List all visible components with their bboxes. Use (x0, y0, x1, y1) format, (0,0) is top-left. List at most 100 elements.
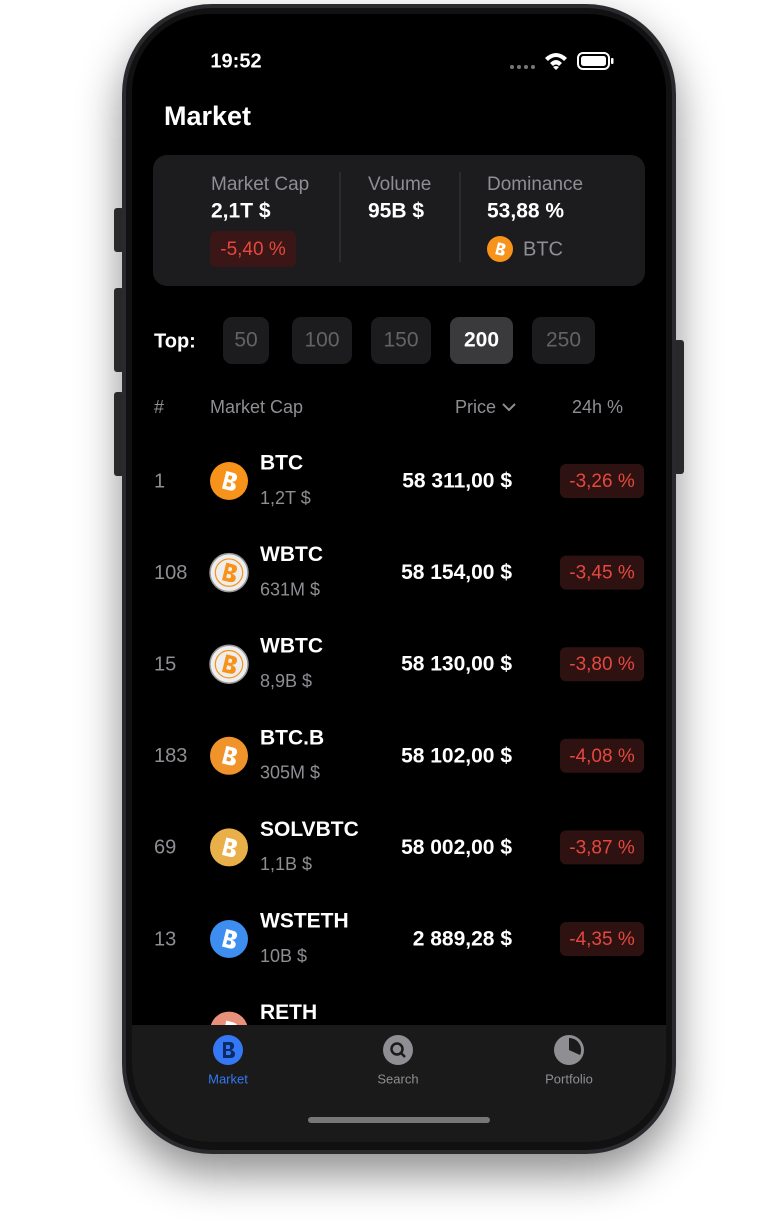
coin-change: -3,87 % (569, 837, 635, 858)
filter-option: 250 (546, 329, 581, 352)
coin-icon (210, 462, 248, 500)
rank: 69 (154, 837, 176, 859)
summary-change: -5,40 % (220, 239, 286, 260)
coin-icon (487, 236, 513, 262)
column-header: # (154, 397, 164, 417)
tab-label: Market (208, 1071, 248, 1086)
summary-value: 95B $ (368, 200, 424, 223)
coin-icon (210, 736, 248, 775)
rank: 108 (154, 562, 187, 584)
coin-market-cap: 10B $ (260, 946, 307, 966)
filter-button (450, 317, 513, 364)
coin-symbol: WSTETH (260, 910, 349, 933)
coin-symbol: RETH (260, 1001, 317, 1024)
summary-label: Volume (368, 174, 431, 195)
coin-row: 183 BTC.B 305M $ 58 102,00 $ -4,08 % (154, 726, 644, 783)
coin-market-cap: 1,2T $ (260, 488, 311, 508)
column-header: Market Cap (210, 397, 303, 417)
change-badge (560, 555, 644, 590)
coin-glyph (221, 654, 238, 674)
coin-symbol: WBTC (260, 635, 323, 658)
tab-glyph (400, 1052, 406, 1058)
tab-label: Portfolio (545, 1071, 593, 1086)
coin-symbol: BTC (523, 238, 563, 260)
coin-price: 58 311,00 $ (402, 470, 512, 493)
summary-label: Dominance (487, 174, 583, 195)
coin-change: -3,80 % (569, 654, 635, 675)
tab-glyph (390, 1042, 404, 1056)
coin-row: RETH (210, 1001, 317, 1025)
filter-option: 50 (234, 329, 257, 352)
coin-row: 108 WBTC 631M $ 58 154,00 $ -3,45 % (154, 543, 644, 599)
coin-glyph (495, 242, 506, 256)
status-icons (510, 52, 614, 70)
table-header: # Market Cap Price 24h % (154, 397, 623, 417)
coin-icon (209, 552, 249, 593)
change-badge (560, 830, 644, 865)
summary-value: 53,88 % (487, 200, 564, 223)
coin-symbol: BTC.B (260, 726, 324, 749)
coin-change: -4,08 % (569, 746, 635, 767)
filter-option: 200 (464, 329, 499, 352)
summary-card: Market Cap 2,1T $ -5,40 % Volume 95B $ D… (153, 155, 645, 286)
coin-symbol: WBTC (260, 543, 323, 566)
change-badge (560, 647, 644, 682)
summary-value: 2,1T $ (211, 200, 271, 223)
coin-market-cap: 631M $ (260, 579, 320, 599)
filter-label: Top: (154, 330, 196, 352)
coin-icon (210, 920, 248, 958)
coin-row: 13 WSTETH 10B $ 2 889,28 $ -4,35 % (154, 910, 644, 966)
change-badge (560, 738, 644, 773)
coin-change: -3,26 % (569, 471, 635, 492)
coin-row: 15 WBTC 8,9B $ 58 130,00 $ -3,80 % (154, 635, 644, 691)
coin-market-cap: 8,9B $ (260, 671, 312, 691)
coin-price: 58 102,00 $ (401, 744, 512, 767)
coin-row: 69 SOLVBTC 1,1B $ 58 002,00 $ -3,87 % (154, 818, 644, 874)
change-badge (560, 464, 644, 498)
coin-list: 1 BTC 1,2T $ 58 311,00 $ -3,26 % 108 WBTC 631M … (154, 452, 644, 1025)
filter-option: 100 (304, 329, 339, 352)
status-time: 19:52 (210, 50, 261, 72)
filter-button (223, 317, 269, 364)
rank: 13 (154, 928, 176, 950)
coin-symbol: BTC (260, 452, 303, 475)
coin-market-cap: 305M $ (260, 763, 320, 783)
tab-icon (383, 1035, 413, 1065)
coin-price: 58 130,00 $ (401, 653, 512, 676)
coin-ring (214, 649, 244, 679)
filter-button (371, 317, 431, 364)
coin-ring (214, 558, 244, 587)
column-header: Price (455, 397, 496, 417)
coin-icon (210, 828, 248, 867)
coin-change: -3,45 % (569, 563, 635, 584)
coin-icon (210, 1011, 248, 1025)
coin-icon (487, 236, 513, 262)
filter-button (532, 317, 595, 364)
change-badge (560, 922, 644, 956)
coin-circle (210, 1011, 248, 1025)
coin-price: 58 002,00 $ (401, 836, 512, 859)
coin-glyph (221, 929, 238, 949)
coin-price: 58 154,00 $ (401, 561, 512, 584)
tab-bar: Market Search Portfolio (132, 1025, 666, 1142)
rank: 183 (154, 745, 187, 767)
summary-label: Market Cap (211, 174, 309, 195)
screen: 19:52 Market Market Cap 2,1T $ -5,40 % V… (132, 50, 666, 1142)
rank: 1 (154, 470, 165, 492)
page-title: Market (164, 101, 251, 131)
coin-glyph (221, 562, 238, 583)
coin-glyph (221, 745, 238, 766)
coin-icon (209, 644, 249, 684)
coin-price: 2 889,28 $ (413, 928, 513, 951)
phone-frame (114, 4, 684, 1154)
coin-glyph (221, 837, 238, 857)
filter-option: 150 (383, 329, 418, 352)
coin-market-cap: 1,1B $ (260, 854, 312, 874)
coin-row: 1 BTC 1,2T $ 58 311,00 $ -3,26 % (154, 452, 644, 508)
filter-button (292, 317, 352, 364)
coin-change: -4,35 % (569, 929, 635, 950)
tab-glyph (223, 1042, 235, 1058)
top-filter: 50 100 150 200 250 (223, 317, 595, 364)
